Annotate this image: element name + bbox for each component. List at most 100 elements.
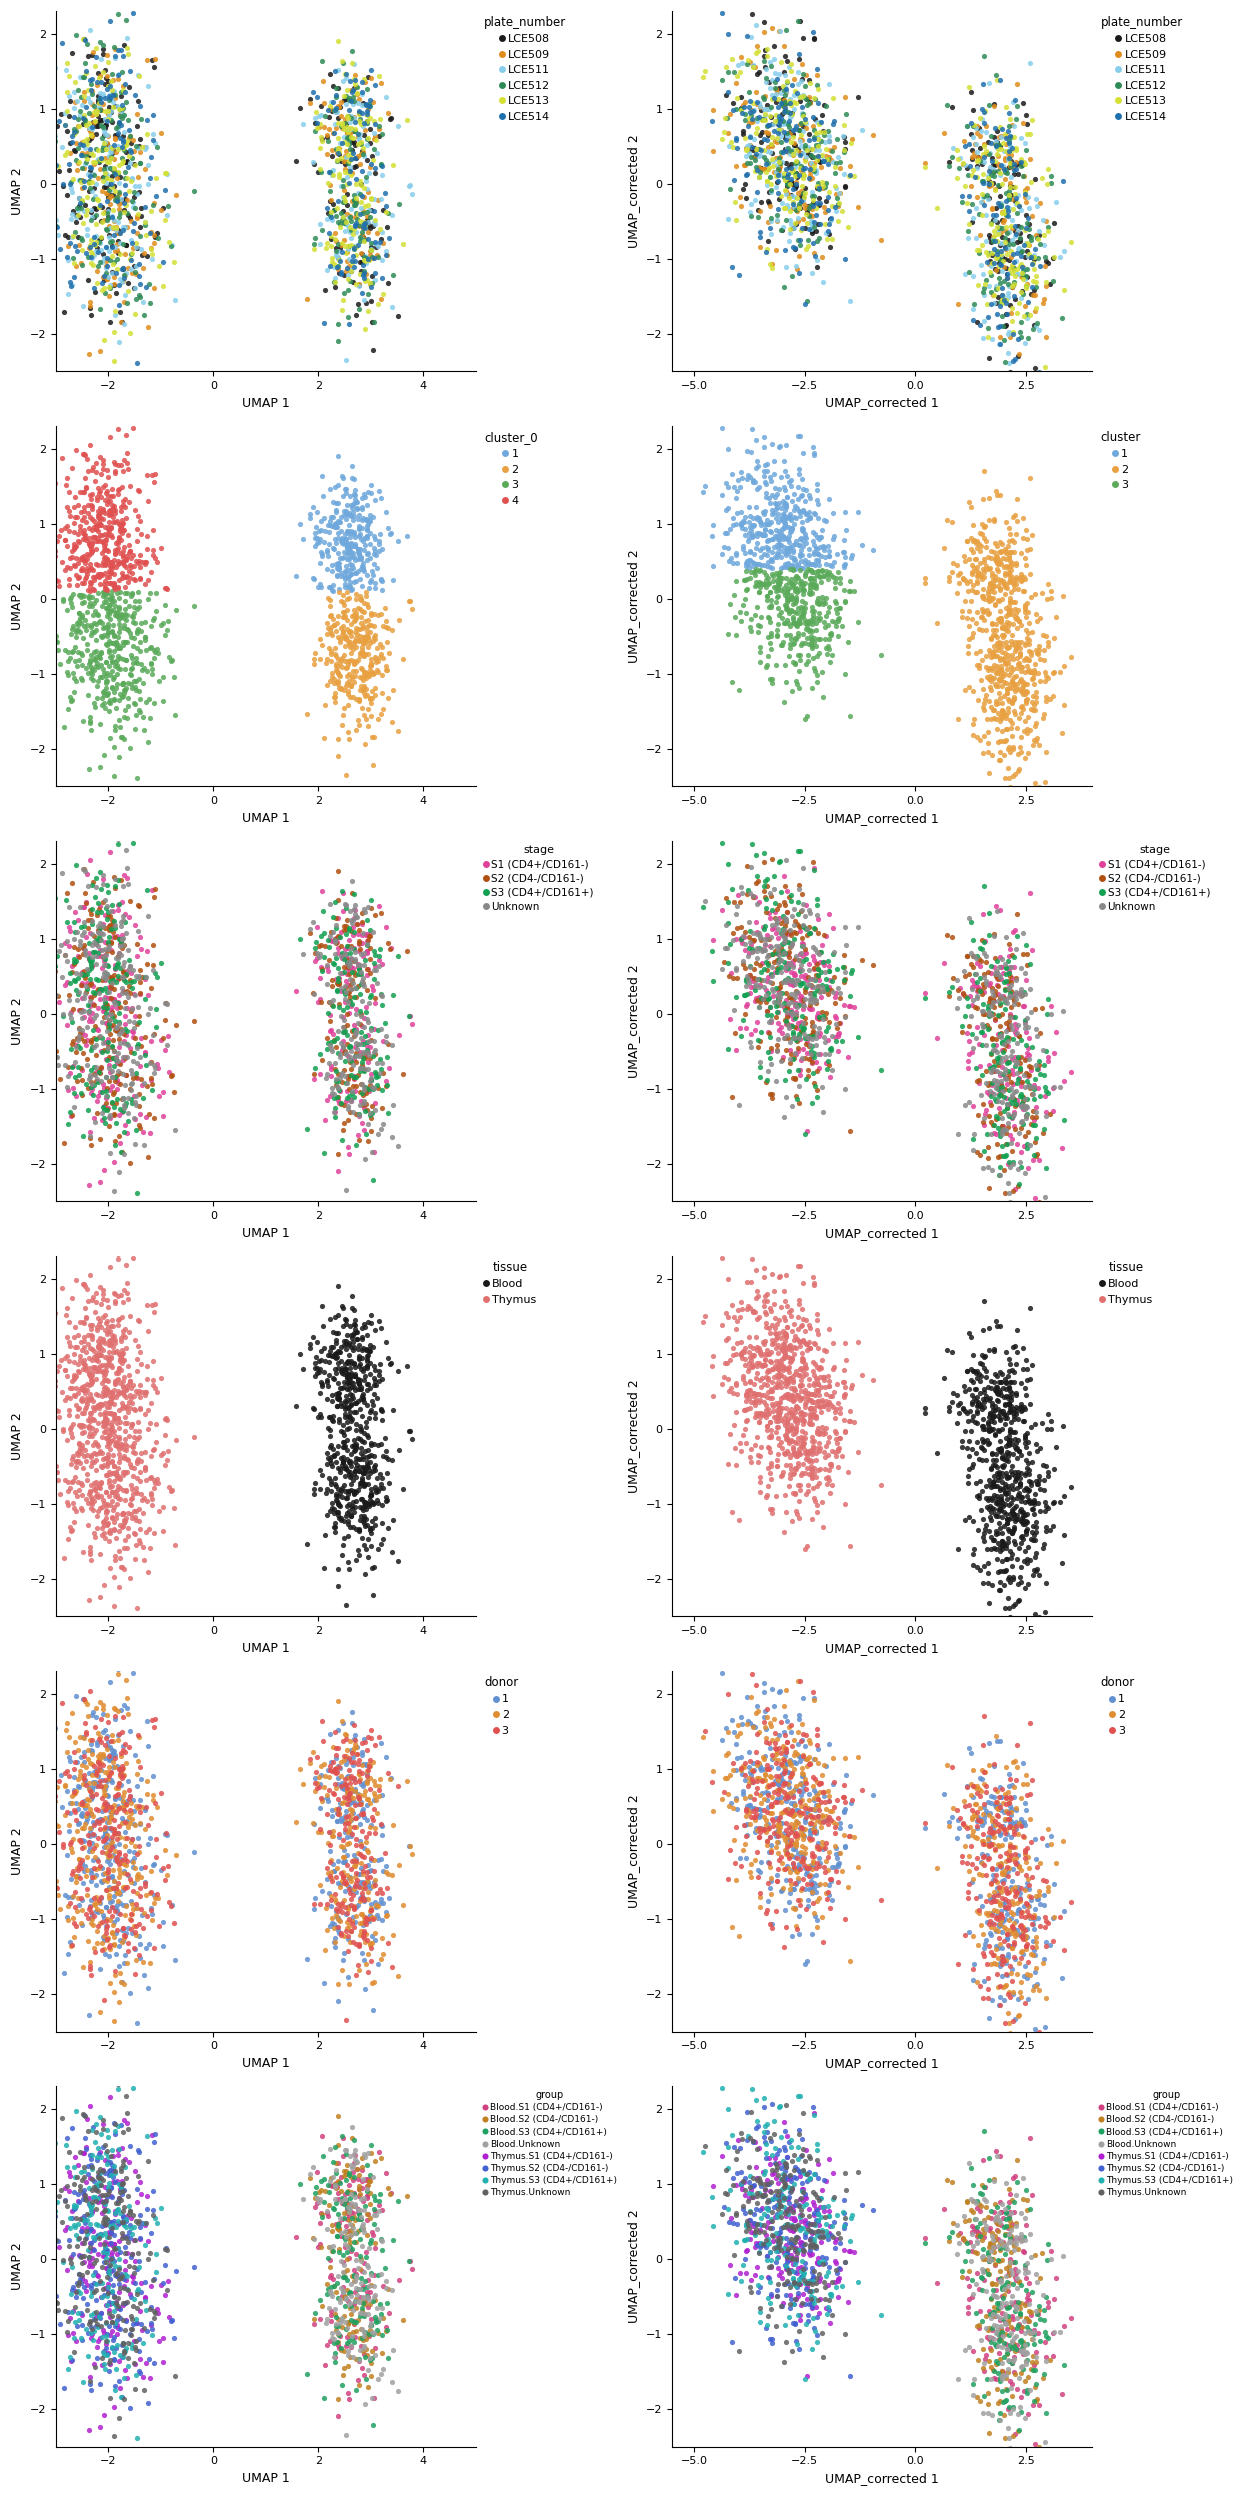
Point (115, 1732, 135, 1772)
Point (1003, 247, 1023, 287)
Point (110, 172, 130, 212)
Point (730, 177, 750, 217)
Point (773, 626, 792, 666)
Point (1017, 257, 1037, 297)
Point (992, 579, 1012, 619)
Point (94, 991, 114, 1031)
Point (96, 1473, 116, 1513)
Point (344, 1328, 364, 1368)
Point (90, 57, 110, 97)
Point (981, 1408, 1001, 1448)
Point (983, 117, 1003, 157)
Point (104, 1073, 124, 1113)
Point (105, 167, 125, 207)
Point (966, 634, 986, 674)
Point (792, 2229, 812, 2269)
Point (95, 137, 115, 177)
Point (970, 646, 990, 686)
Point (817, 2294, 837, 2334)
Point (1000, 554, 1020, 594)
Point (787, 417, 807, 457)
Point (80, 1884, 100, 1924)
Point (74, 472, 94, 512)
Point (819, 1021, 839, 1061)
Point (804, 1383, 824, 1423)
Point (805, 567, 825, 607)
Point (800, 1722, 820, 1762)
Point (780, 107, 800, 147)
Point (346, 1405, 366, 1445)
Point (1026, 1423, 1046, 1463)
Point (94, 2314, 114, 2354)
Point (801, 624, 821, 664)
Point (328, 2321, 348, 2361)
Point (316, 926, 336, 966)
Point (97, 1091, 117, 1131)
Point (814, 2261, 834, 2301)
Point (736, 127, 756, 167)
Point (740, 1742, 760, 1782)
Point (789, 1433, 809, 1473)
Point (978, 572, 998, 612)
Point (114, 282, 134, 322)
Point (1036, 2336, 1056, 2376)
Point (769, 1747, 789, 1787)
Point (75, 127, 95, 167)
Point (131, 612, 151, 651)
Point (342, 242, 362, 282)
Point (84, 2162, 104, 2201)
Point (800, 145, 820, 185)
Point (1013, 2349, 1033, 2389)
Point (90, 1902, 110, 1942)
Point (100, 1310, 120, 1350)
Point (781, 1368, 801, 1408)
Point (97, 1762, 117, 1802)
Point (328, 1787, 348, 1827)
Point (60, 1053, 80, 1093)
Point (967, 2339, 987, 2379)
Point (363, 1425, 383, 1465)
Point (995, 1398, 1015, 1438)
Point (66, 429, 86, 469)
Point (357, 617, 377, 656)
Point (135, 1448, 155, 1488)
Point (99, 75, 119, 115)
Point (761, 1490, 781, 1530)
Point (1042, 1505, 1062, 1545)
Point (338, 2211, 358, 2251)
Point (996, 1964, 1016, 2004)
Point (992, 1852, 1012, 1892)
Point (127, 2169, 147, 2209)
Point (998, 509, 1018, 549)
Point (1032, 2234, 1052, 2274)
Point (317, 187, 337, 227)
Point (1026, 1093, 1046, 1133)
Point (778, 914, 797, 953)
Point (366, 2301, 386, 2341)
Point (79, 135, 99, 175)
Point (794, 572, 814, 612)
Point (940, 557, 960, 597)
Point (354, 220, 374, 260)
Point (347, 1318, 367, 1358)
Point (1000, 522, 1020, 562)
Point (991, 1475, 1011, 1515)
Point (127, 1373, 147, 1413)
Point (957, 1393, 977, 1433)
Point (348, 117, 368, 157)
Point (967, 1383, 987, 1423)
Point (835, 909, 855, 948)
Point (992, 2279, 1012, 2319)
Point (109, 1767, 129, 1807)
Point (976, 1440, 996, 1480)
Point (82, 170, 102, 210)
Point (124, 1033, 144, 1073)
Point (76, 1797, 96, 1837)
Point (114, 25, 134, 65)
Point (955, 2201, 975, 2241)
Point (307, 519, 327, 559)
Point (978, 1138, 998, 1178)
Point (393, 2299, 413, 2339)
Point (744, 1345, 764, 1385)
Point (359, 656, 379, 696)
